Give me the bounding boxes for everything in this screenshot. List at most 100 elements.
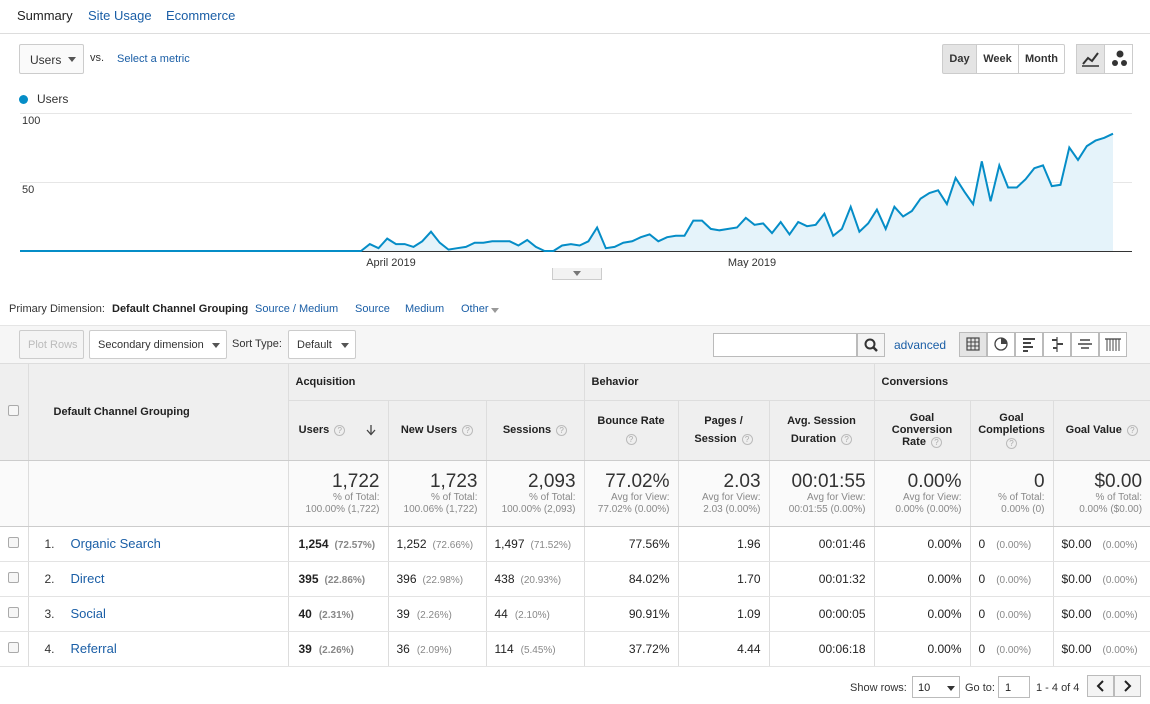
- totals-subvalue: 100.06% (1,722): [403, 503, 478, 515]
- col-goal-value[interactable]: Goal Value?: [1053, 400, 1150, 461]
- col-bounce-rate-label: Bounce Rate: [597, 415, 665, 427]
- view-pivot-button[interactable]: [1099, 332, 1127, 357]
- totals-cell: 2.03 Avg for View: 2.03 (0.00%): [678, 460, 770, 527]
- view-data-table-button[interactable]: [959, 332, 987, 357]
- dimension-default-channel-grouping[interactable]: Default Channel Grouping: [112, 303, 249, 315]
- tab-summary[interactable]: Summary: [17, 8, 73, 23]
- line-chart-button[interactable]: [1076, 44, 1105, 74]
- totals-cell: 1,722% of Total: 100.00% (1,722): [288, 460, 389, 527]
- row-cell: 438 (20.93%): [486, 561, 585, 597]
- col-sessions[interactable]: Sessions?: [486, 400, 585, 461]
- totals-cell: $0.00% of Total: 0.00% ($0.00): [1053, 460, 1150, 527]
- select-metric-link[interactable]: Select a metric: [117, 53, 190, 65]
- row-cell: 396 (22.98%): [388, 561, 487, 597]
- totals-label: [28, 460, 289, 527]
- help-icon[interactable]: ?: [462, 424, 474, 436]
- help-icon[interactable]: ?: [741, 433, 753, 445]
- row-cell: 114 (5.45%): [486, 631, 585, 667]
- view-comparison-button[interactable]: [1043, 332, 1071, 357]
- view-performance-button[interactable]: [1015, 332, 1043, 357]
- help-icon[interactable]: ?: [1126, 424, 1138, 436]
- day-button[interactable]: Day: [942, 44, 977, 74]
- help-icon[interactable]: ?: [1006, 437, 1018, 449]
- motion-chart-button[interactable]: [1104, 44, 1133, 74]
- row-value: 44: [494, 606, 508, 621]
- totals-value: 0: [1033, 470, 1045, 492]
- row-value: 438: [494, 571, 515, 586]
- row-checkbox[interactable]: [8, 571, 20, 583]
- col-goal-completions[interactable]: Goal Completions?: [970, 400, 1054, 461]
- row-checkbox[interactable]: [8, 536, 20, 548]
- dimension-header[interactable]: Default Channel Grouping: [28, 364, 289, 461]
- row-select-cell: [0, 596, 29, 632]
- totals-caption: Avg for View:: [902, 491, 962, 503]
- tab-site-usage[interactable]: Site Usage: [88, 8, 152, 23]
- next-page-button[interactable]: [1114, 675, 1141, 697]
- help-icon[interactable]: ?: [841, 433, 853, 445]
- row-cell: 1.09: [678, 596, 770, 632]
- row-checkbox[interactable]: [8, 641, 20, 653]
- chevron-right-icon: [1124, 680, 1132, 692]
- row-percent: (0.00%): [996, 609, 1032, 621]
- week-button[interactable]: Week: [976, 44, 1019, 74]
- col-goal-conversion-rate[interactable]: Goal Conversion Rate?: [874, 400, 971, 461]
- select-all-checkbox[interactable]: [8, 404, 20, 416]
- col-new-users[interactable]: New Users?: [388, 400, 487, 461]
- col-avg-session-duration[interactable]: Avg. Session Duration?: [769, 400, 875, 461]
- col-pages-session-label-2: Session: [694, 433, 737, 445]
- row-cell: 00:01:32: [769, 561, 875, 597]
- row-value: 37.72%: [628, 641, 670, 656]
- dimension-source-medium[interactable]: Source / Medium: [255, 303, 339, 315]
- totals-value: 1,723: [429, 470, 478, 492]
- row-value: 0: [978, 606, 986, 621]
- dimension-medium[interactable]: Medium: [405, 303, 445, 315]
- col-conv-label-1: Goal: [909, 412, 935, 424]
- totals-caption: Avg for View:: [610, 491, 670, 503]
- row-dimension-link[interactable]: Social: [70, 606, 106, 621]
- help-icon[interactable]: ?: [930, 436, 942, 448]
- bar-list-icon: [1023, 338, 1035, 352]
- dimension-other[interactable]: Other: [461, 303, 499, 315]
- view-term-cloud-button[interactable]: [1071, 332, 1099, 357]
- row-select-cell: [0, 631, 29, 667]
- totals-spacer: [0, 460, 29, 527]
- col-bounce-rate[interactable]: Bounce Rate?: [584, 400, 679, 461]
- row-value: 00:00:05: [818, 606, 866, 621]
- comparison-icon: [1052, 337, 1063, 352]
- table-search-input[interactable]: [713, 333, 857, 357]
- totals-cell: 0% of Total: 0.00% (0): [970, 460, 1054, 527]
- col-users[interactable]: Users?: [288, 400, 389, 461]
- metric-dropdown[interactable]: Users: [19, 44, 84, 74]
- search-button[interactable]: [857, 333, 885, 357]
- plot-rows-button[interactable]: Plot Rows: [19, 330, 84, 359]
- sort-type-dropdown[interactable]: Default: [288, 330, 356, 359]
- goto-input[interactable]: 1: [998, 676, 1030, 698]
- col-duration-label-2: Duration: [790, 433, 837, 445]
- row-percent: (0.00%): [996, 574, 1032, 586]
- row-cell: 0 (0.00%): [970, 631, 1054, 667]
- month-button[interactable]: Month: [1018, 44, 1065, 74]
- help-icon[interactable]: ?: [556, 424, 568, 436]
- row-dimension-link[interactable]: Organic Search: [70, 536, 161, 551]
- col-pages-session[interactable]: Pages / Session?: [678, 400, 770, 461]
- row-dimension-link[interactable]: Referral: [70, 641, 117, 656]
- chart-collapse-toggle[interactable]: [552, 268, 602, 280]
- tab-ecommerce[interactable]: Ecommerce: [166, 8, 236, 23]
- row-checkbox[interactable]: [8, 606, 20, 618]
- totals-subvalue: 2.03 (0.00%): [703, 503, 761, 515]
- view-percentage-button[interactable]: [987, 332, 1015, 357]
- dimension-source[interactable]: Source: [355, 303, 390, 315]
- totals-caption: % of Total:: [430, 491, 478, 503]
- advanced-filter-link[interactable]: advanced: [894, 338, 947, 352]
- x-tick-label: May 2019: [728, 257, 776, 268]
- row-dimension-link[interactable]: Direct: [70, 571, 105, 586]
- help-icon[interactable]: ?: [625, 433, 637, 445]
- col-comp-label-1: Goal: [999, 411, 1024, 424]
- show-rows-select[interactable]: 10: [912, 676, 960, 698]
- secondary-dimension-dropdown[interactable]: Secondary dimension: [89, 330, 227, 359]
- prev-page-button[interactable]: [1087, 675, 1114, 697]
- pie-chart-icon: [994, 337, 1008, 351]
- sort-type-value: Default: [297, 339, 332, 351]
- sort-type-label: Sort Type:: [232, 338, 282, 350]
- help-icon[interactable]: ?: [334, 424, 346, 436]
